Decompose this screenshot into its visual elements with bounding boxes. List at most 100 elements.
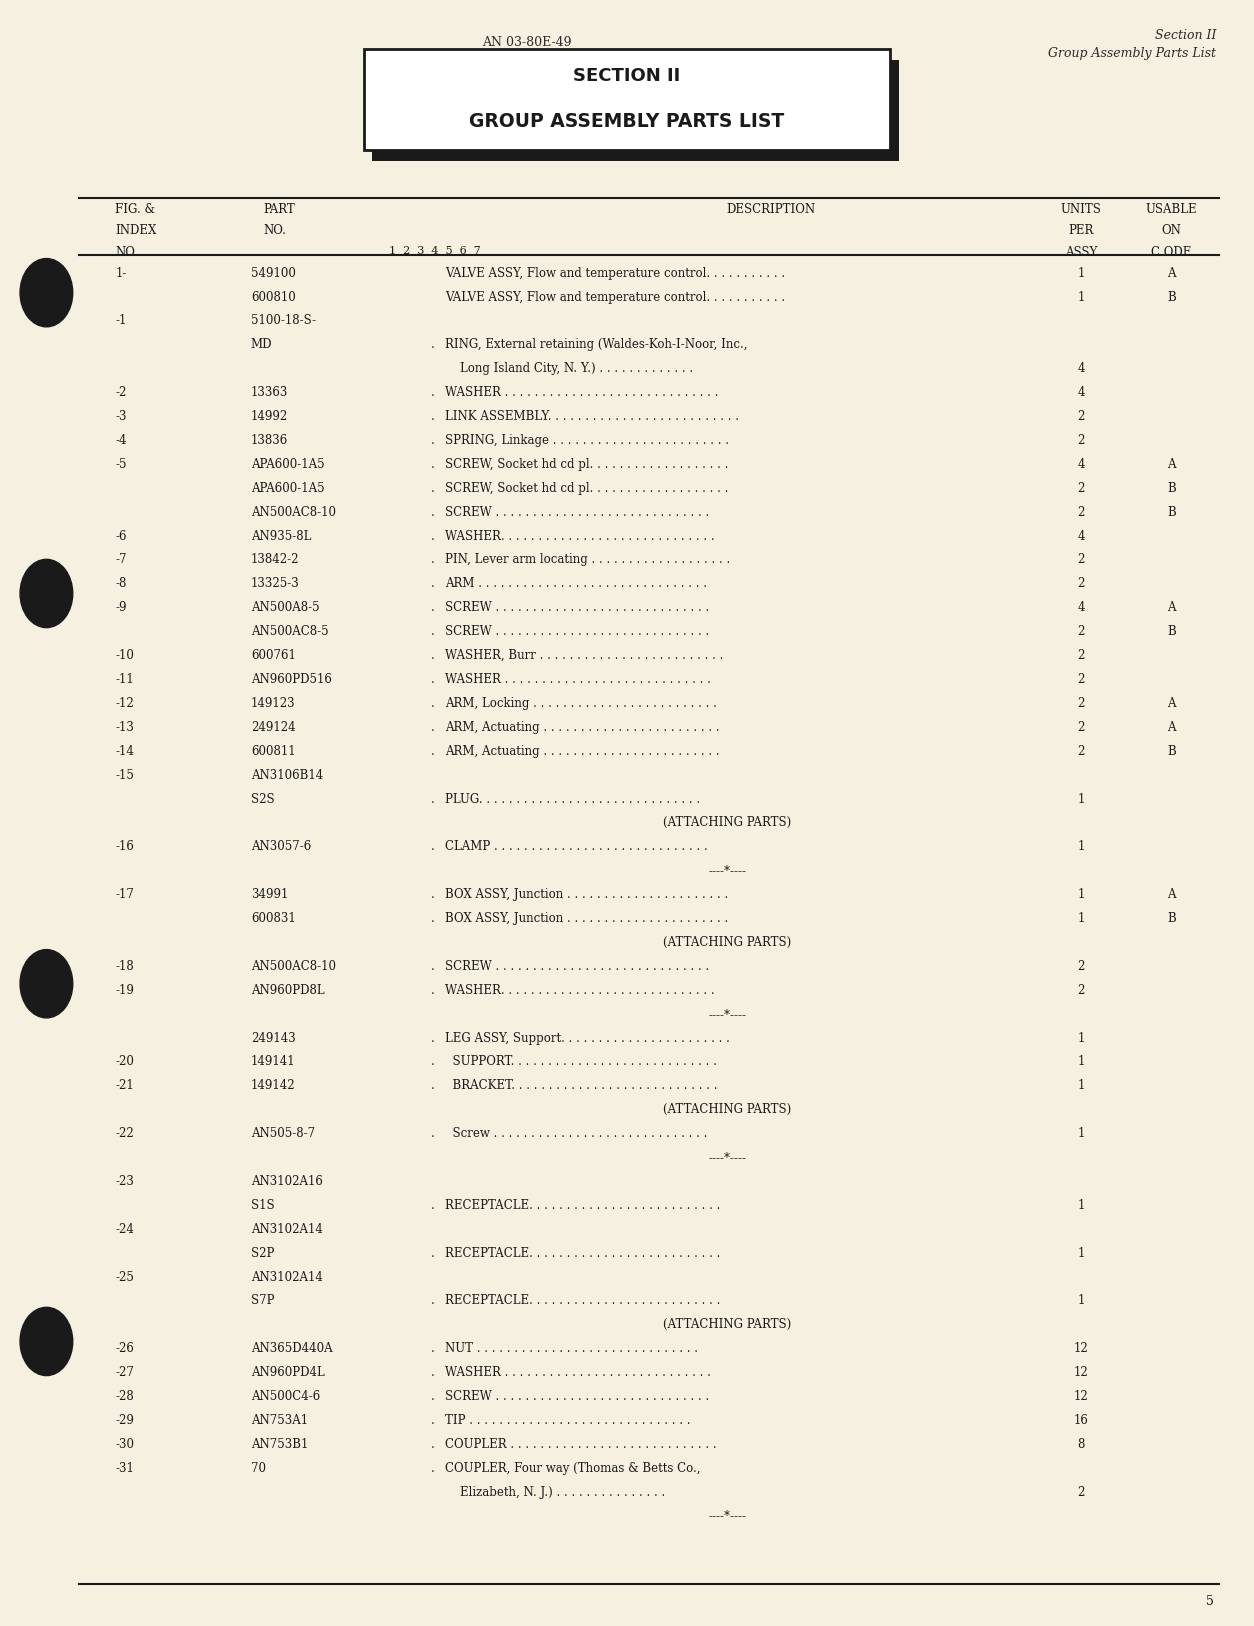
Text: (ATTACHING PARTS): (ATTACHING PARTS) (663, 1319, 791, 1332)
Text: Long Island City, N. Y.) . . . . . . . . . . . . .: Long Island City, N. Y.) . . . . . . . .… (445, 363, 693, 376)
Text: 12: 12 (1073, 1366, 1088, 1379)
Text: AN365D440A: AN365D440A (251, 1343, 332, 1354)
Text: AN3102A16: AN3102A16 (251, 1176, 322, 1189)
Text: .: . (431, 888, 434, 901)
Text: -6: -6 (115, 530, 127, 543)
Text: .: . (431, 338, 434, 351)
Text: A: A (1167, 888, 1175, 901)
Text: 149142: 149142 (251, 1080, 296, 1093)
Text: -5: -5 (115, 459, 127, 472)
Text: .: . (431, 1366, 434, 1379)
Text: 2: 2 (1077, 434, 1085, 447)
Text: B: B (1167, 506, 1175, 519)
Text: SCREW . . . . . . . . . . . . . . . . . . . . . . . . . . . . .: SCREW . . . . . . . . . . . . . . . . . … (445, 1390, 710, 1403)
Text: 4: 4 (1077, 530, 1085, 543)
Text: AN935-8L: AN935-8L (251, 530, 311, 543)
Text: RECEPTACLE. . . . . . . . . . . . . . . . . . . . . . . . . .: RECEPTACLE. . . . . . . . . . . . . . . … (445, 1198, 721, 1211)
Text: APA600-1A5: APA600-1A5 (251, 481, 325, 494)
Text: TIP . . . . . . . . . . . . . . . . . . . . . . . . . . . . . .: TIP . . . . . . . . . . . . . . . . . . … (445, 1415, 691, 1428)
Text: NUT . . . . . . . . . . . . . . . . . . . . . . . . . . . . . .: NUT . . . . . . . . . . . . . . . . . . … (445, 1343, 698, 1354)
Text: 13363: 13363 (251, 387, 288, 398)
Text: COUPLER, Four way (Thomas & Betts Co.,: COUPLER, Four way (Thomas & Betts Co., (445, 1462, 701, 1475)
Text: ARM, Locking . . . . . . . . . . . . . . . . . . . . . . . . .: ARM, Locking . . . . . . . . . . . . . .… (445, 698, 717, 711)
Text: 1: 1 (1077, 1198, 1085, 1211)
Text: 2: 2 (1077, 649, 1085, 662)
Text: AN753A1: AN753A1 (251, 1415, 308, 1428)
Text: ARM, Actuating . . . . . . . . . . . . . . . . . . . . . . . .: ARM, Actuating . . . . . . . . . . . . .… (445, 720, 720, 733)
Text: -29: -29 (115, 1415, 134, 1428)
Text: 2: 2 (1077, 745, 1085, 758)
Text: 2: 2 (1077, 481, 1085, 494)
Text: A: A (1167, 267, 1175, 280)
Text: 12: 12 (1073, 1343, 1088, 1354)
Text: VALVE ASSY, Flow and temperature control. . . . . . . . . . .: VALVE ASSY, Flow and temperature control… (445, 291, 785, 304)
Text: 1: 1 (1077, 1294, 1085, 1307)
Text: -12: -12 (115, 698, 134, 711)
Text: B: B (1167, 912, 1175, 925)
Text: C ODE: C ODE (1151, 246, 1191, 259)
Text: ----*----: ----*---- (709, 1509, 746, 1522)
Text: VALVE ASSY, Flow and temperature control. . . . . . . . . . .: VALVE ASSY, Flow and temperature control… (445, 267, 785, 280)
Text: RECEPTACLE. . . . . . . . . . . . . . . . . . . . . . . . . .: RECEPTACLE. . . . . . . . . . . . . . . … (445, 1247, 721, 1260)
Text: S7P: S7P (251, 1294, 275, 1307)
Text: Elizabeth, N. J.) . . . . . . . . . . . . . . .: Elizabeth, N. J.) . . . . . . . . . . . … (445, 1486, 666, 1499)
Text: -24: -24 (115, 1223, 134, 1236)
Text: A: A (1167, 602, 1175, 615)
Text: S1S: S1S (251, 1198, 275, 1211)
Text: -2: -2 (115, 387, 127, 398)
Text: AN960PD4L: AN960PD4L (251, 1366, 325, 1379)
Text: B: B (1167, 745, 1175, 758)
Text: -18: -18 (115, 959, 134, 972)
Text: 5100-18-S-: 5100-18-S- (251, 314, 316, 327)
FancyBboxPatch shape (372, 60, 899, 161)
Text: -20: -20 (115, 1055, 134, 1068)
Text: DESCRIPTION: DESCRIPTION (726, 203, 816, 216)
Text: ----*----: ----*---- (709, 1151, 746, 1164)
Text: 1: 1 (1077, 1247, 1085, 1260)
Text: -15: -15 (115, 769, 134, 782)
Text: (ATTACHING PARTS): (ATTACHING PARTS) (663, 937, 791, 950)
Text: 2: 2 (1077, 577, 1085, 590)
Text: -17: -17 (115, 888, 134, 901)
Text: A: A (1167, 459, 1175, 472)
Text: B: B (1167, 481, 1175, 494)
Text: .: . (431, 506, 434, 519)
Text: AN960PD8L: AN960PD8L (251, 984, 325, 997)
Text: S2S: S2S (251, 792, 275, 805)
Text: 4: 4 (1077, 602, 1085, 615)
Text: -8: -8 (115, 577, 127, 590)
Text: (ATTACHING PARTS): (ATTACHING PARTS) (663, 1102, 791, 1115)
Text: S2P: S2P (251, 1247, 275, 1260)
Text: .: . (431, 410, 434, 423)
Text: -3: -3 (115, 410, 127, 423)
Text: 249124: 249124 (251, 720, 296, 733)
Text: (ATTACHING PARTS): (ATTACHING PARTS) (663, 816, 791, 829)
Text: .: . (431, 459, 434, 472)
Text: AN 03-80E-49: AN 03-80E-49 (482, 36, 572, 49)
Text: 600811: 600811 (251, 745, 296, 758)
Text: ON: ON (1161, 224, 1181, 237)
Text: 2: 2 (1077, 626, 1085, 637)
Text: .: . (431, 530, 434, 543)
Text: 600831: 600831 (251, 912, 296, 925)
Text: 600810: 600810 (251, 291, 296, 304)
Text: 1: 1 (1077, 1080, 1085, 1093)
Text: .: . (431, 602, 434, 615)
Text: 70: 70 (251, 1462, 266, 1475)
Text: .: . (431, 481, 434, 494)
Text: -13: -13 (115, 720, 134, 733)
Text: -28: -28 (115, 1390, 134, 1403)
Text: CLAMP . . . . . . . . . . . . . . . . . . . . . . . . . . . . .: CLAMP . . . . . . . . . . . . . . . . . … (445, 841, 709, 854)
Text: .: . (431, 984, 434, 997)
Text: LINK ASSEMBLY. . . . . . . . . . . . . . . . . . . . . . . . . .: LINK ASSEMBLY. . . . . . . . . . . . . .… (445, 410, 739, 423)
Text: .: . (431, 1462, 434, 1475)
Text: AN960PD516: AN960PD516 (251, 673, 331, 686)
Text: .: . (431, 1080, 434, 1093)
Text: 4: 4 (1077, 459, 1085, 472)
Circle shape (20, 559, 73, 628)
Text: AN505-8-7: AN505-8-7 (251, 1127, 315, 1140)
Text: SUPPORT. . . . . . . . . . . . . . . . . . . . . . . . . . . .: SUPPORT. . . . . . . . . . . . . . . . .… (445, 1055, 717, 1068)
Text: 8: 8 (1077, 1437, 1085, 1450)
Text: -23: -23 (115, 1176, 134, 1189)
Text: .: . (431, 577, 434, 590)
